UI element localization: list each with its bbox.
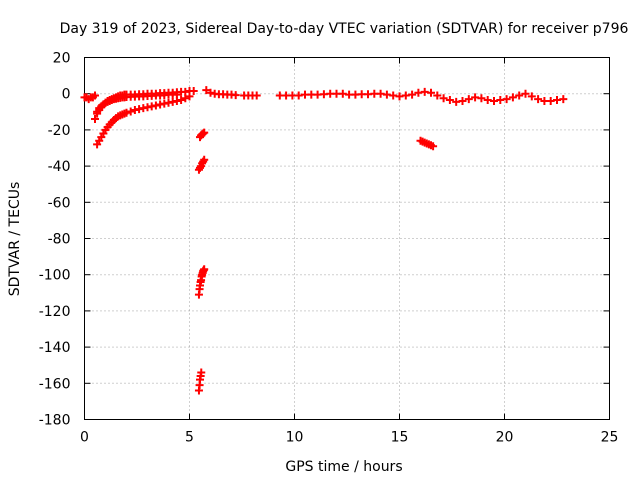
series-drop-b <box>194 155 209 174</box>
data-point <box>252 91 261 100</box>
data-point <box>408 90 417 99</box>
series-mid-day <box>202 86 261 100</box>
data-point <box>427 88 435 97</box>
x-tick-label: 25 <box>601 430 619 446</box>
y-tick-label: -180 <box>39 413 71 429</box>
data-point <box>429 142 438 151</box>
x-tick-label: 5 <box>185 430 194 446</box>
x-tick-label: 0 <box>80 430 89 446</box>
y-tick-label: -80 <box>48 232 71 248</box>
series-branch-lower <box>93 92 194 149</box>
data-point <box>189 86 198 95</box>
x-tick-label: 20 <box>496 430 514 446</box>
y-tick-label: -100 <box>39 268 71 284</box>
data-point <box>508 93 517 102</box>
data-points <box>80 86 568 395</box>
data-point <box>515 91 524 100</box>
data-point <box>534 95 543 104</box>
data-point <box>559 95 568 104</box>
data-point <box>502 95 511 104</box>
data-point <box>202 86 211 95</box>
data-point <box>527 92 536 101</box>
x-tick-label: 10 <box>286 430 304 446</box>
data-point <box>433 91 442 100</box>
data-point <box>231 91 240 100</box>
data-point <box>177 96 186 105</box>
y-tick-label: -20 <box>48 123 71 139</box>
series-afternoon <box>275 87 442 101</box>
data-point <box>91 115 99 124</box>
series-drop-d <box>194 368 206 395</box>
chart-title: Day 319 of 2023, Sidereal Day-to-day VTE… <box>60 21 629 37</box>
data-point <box>126 107 135 116</box>
data-point <box>445 96 454 105</box>
series-drop-a <box>196 128 209 142</box>
ticks <box>84 57 610 420</box>
y-tick-label: -60 <box>48 195 71 211</box>
series-evening <box>439 89 568 106</box>
x-axis-title: GPS time / hours <box>285 459 402 475</box>
y-tick-label: -160 <box>39 376 71 392</box>
data-point <box>91 91 99 100</box>
y-tick-label: 20 <box>53 51 71 67</box>
series-branch-mid <box>93 90 181 116</box>
y-axis-title: SDTVAR / TECUs <box>7 182 23 297</box>
data-point <box>181 94 190 103</box>
data-point <box>122 108 131 117</box>
y-tick-label: 0 <box>62 87 71 103</box>
data-point <box>477 94 486 103</box>
x-tick-label: 15 <box>391 430 409 446</box>
data-point <box>521 89 530 98</box>
series-flat-early <box>80 91 99 104</box>
grid <box>84 57 610 420</box>
data-point <box>197 368 206 377</box>
y-tick-label: -140 <box>39 340 71 356</box>
data-point <box>439 94 448 103</box>
y-tick-label: -40 <box>48 159 71 175</box>
series-satellite-dip <box>416 136 438 151</box>
data-point <box>200 128 209 137</box>
tick-labels: 0 5 10 15 20 25 20 0 -20 -40 -60 -80 -100 -120 -140 -16… <box>39 51 619 446</box>
plot-frame <box>84 57 610 420</box>
data-point <box>458 96 467 105</box>
data-point <box>464 95 473 104</box>
series-drop-c <box>194 265 209 299</box>
data-point <box>200 265 209 274</box>
data-point <box>185 92 194 101</box>
data-point <box>200 155 209 164</box>
y-tick-label: -120 <box>39 304 71 320</box>
